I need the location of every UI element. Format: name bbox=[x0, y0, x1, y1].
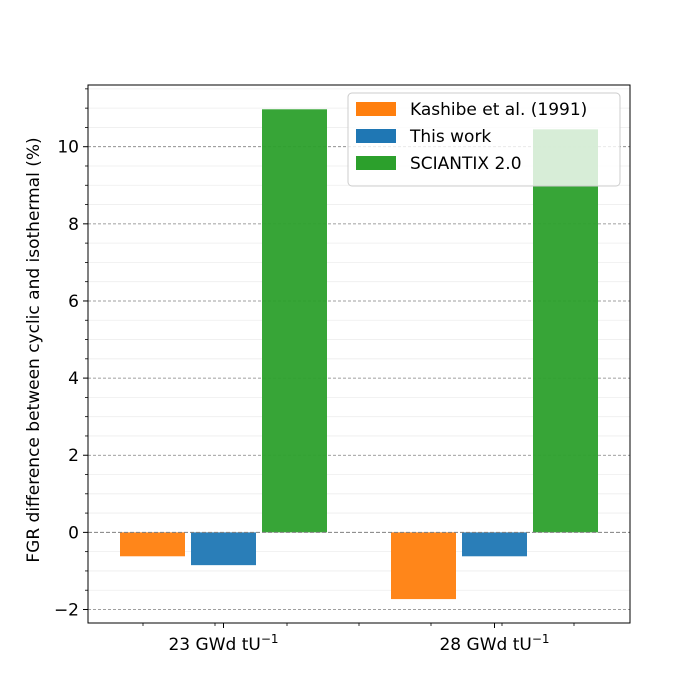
y-tick-label: 8 bbox=[68, 215, 79, 235]
y-tick-label: 4 bbox=[68, 369, 79, 389]
bar-kashibe-et-al-1991-2 bbox=[391, 532, 456, 600]
bar-sciantix-2-0-2 bbox=[533, 129, 598, 533]
bar-kashibe-et-al-1991-1 bbox=[120, 532, 185, 557]
x-tick-label: 23 GWd tU−1 bbox=[168, 632, 278, 655]
y-tick-label: 2 bbox=[68, 446, 79, 466]
x-tick-label: 28 GWd tU−1 bbox=[439, 632, 549, 655]
legend: Kashibe et al. (1991) This work SCIANTIX 2… bbox=[347, 92, 621, 187]
y-tick-label: 0 bbox=[68, 523, 79, 543]
bar-this-work-2 bbox=[462, 532, 527, 557]
y-axis-label: FGR difference between cyclic and isothe… bbox=[24, 137, 44, 562]
y-tick-label: 10 bbox=[57, 138, 79, 158]
bars bbox=[120, 109, 598, 600]
y-tick-label: 6 bbox=[68, 292, 79, 312]
legend-swatch bbox=[356, 102, 396, 116]
legend-label: Kashibe et al. (1991) bbox=[410, 100, 587, 120]
y-tick-label: −2 bbox=[54, 601, 79, 621]
legend-label: SCIANTIX 2.0 bbox=[410, 154, 522, 174]
legend-swatch bbox=[356, 156, 396, 170]
bar-this-work-1 bbox=[191, 532, 256, 566]
axis-ticks: −2 0 2 4 6 8 10 23 GWd tU−1 28 GWd tU−1 bbox=[54, 88, 575, 655]
legend-label: This work bbox=[409, 127, 491, 147]
legend-swatch bbox=[356, 129, 396, 143]
bar-sciantix-2-0-1 bbox=[262, 109, 327, 533]
legend-box bbox=[347, 92, 621, 187]
